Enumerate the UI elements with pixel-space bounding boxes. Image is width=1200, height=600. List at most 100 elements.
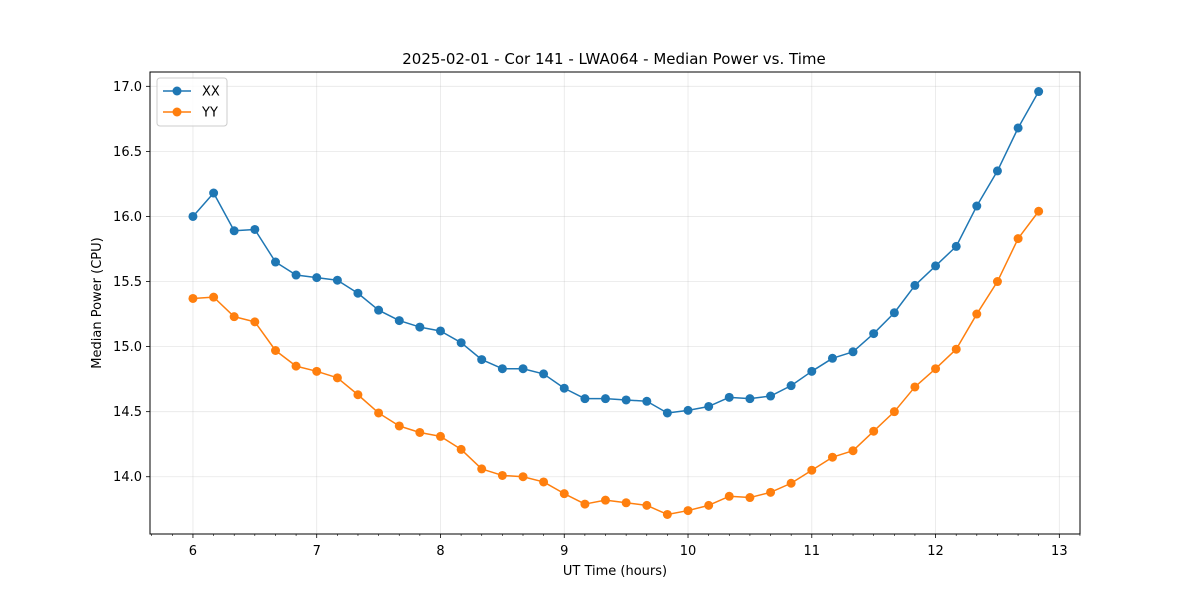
data-point-xx [786,381,796,391]
data-point-xx [992,166,1002,176]
x-tick-label: 9 [560,544,568,559]
data-point-xx [394,316,404,326]
legend-marker-yy [172,107,182,117]
x-axis-label: UT Time (hours) [563,564,667,579]
data-point-xx [312,273,322,283]
data-point-yy [745,493,755,503]
data-point-xx [518,364,528,374]
data-point-xx [250,224,260,234]
data-point-yy [209,292,219,302]
x-tick-label: 11 [804,544,821,559]
data-point-xx [766,391,776,401]
legend-label-xx: XX [202,85,220,100]
data-point-yy [518,472,528,482]
data-point-yy [910,382,920,392]
data-point-xx [271,257,280,267]
data-point-yy [766,487,776,497]
data-point-xx [951,241,961,251]
data-point-yy [435,431,445,441]
data-point-yy [188,293,198,303]
data-point-xx [910,280,920,290]
data-point-xx [353,288,363,298]
y-tick-label: 16.5 [113,145,142,160]
data-point-xx [1013,123,1023,133]
data-point-yy [559,489,569,499]
data-point-xx [539,369,549,379]
data-point-xx [931,261,941,271]
data-point-yy [456,444,466,454]
data-point-xx [724,392,734,402]
y-axis-label: Median Power (CPU) [90,237,105,368]
data-point-xx [600,394,610,404]
data-point-xx [415,322,425,332]
data-point-xx [559,383,569,393]
data-point-yy [992,277,1002,287]
data-point-xx [827,353,837,363]
data-point-xx [477,355,487,365]
data-point-xx [188,211,198,221]
y-tick-label: 15.5 [113,275,142,290]
data-point-yy [869,426,879,436]
x-tick-label: 10 [680,544,697,559]
y-tick-label: 17.0 [113,80,142,95]
data-point-yy [951,344,961,354]
data-point-yy [807,465,817,475]
data-point-yy [229,312,239,322]
grid-lines [150,72,1080,534]
data-point-xx [869,329,879,339]
data-point-yy [642,500,652,510]
data-point-xx [209,188,219,198]
data-point-xx [497,364,507,374]
y-tick-label: 15.0 [113,340,142,355]
data-point-yy [271,346,280,355]
data-point-yy [704,500,714,510]
data-point-yy [827,452,837,462]
data-point-xx [807,366,817,376]
data-point-yy [889,407,899,417]
data-point-yy [662,509,672,519]
plot-frame [149,71,1081,535]
series-layer [188,87,1044,519]
data-point-yy [374,408,384,418]
x-tick-label: 13 [1051,544,1068,559]
data-point-xx [848,347,858,357]
series-xx [188,87,1044,418]
data-point-xx [229,226,239,236]
data-point-xx [291,270,301,280]
data-point-xx [642,396,652,406]
data-point-yy [848,446,858,456]
data-point-yy [539,477,549,487]
y-tick-label: 14.5 [113,405,142,420]
data-point-xx [435,326,445,336]
chart-title: 2025-02-01 - Cor 141 - LWA064 - Median P… [402,50,826,68]
x-tick-label: 7 [313,544,321,559]
data-point-xx [1034,87,1044,97]
y-axis: 14.0 14.5 15.0 15.5 16.0 16.5 17.0 [113,80,150,485]
data-point-yy [312,366,322,376]
series-yy [188,206,1044,519]
data-point-yy [353,390,363,400]
legend-label-yy: YY [201,106,218,121]
data-point-xx [683,405,693,415]
data-point-yy [1013,234,1023,244]
y-tick-label: 14.0 [113,470,142,485]
data-point-xx [745,394,755,404]
x-axis: 6 7 8 9 10 11 12 13 [151,534,1081,559]
data-point-xx [621,395,631,405]
data-point-xx [704,401,714,411]
x-tick-label: 8 [436,544,444,559]
data-point-yy [497,470,507,480]
y-tick-label: 16.0 [113,210,142,225]
data-point-xx [972,201,982,211]
legend-marker-xx [172,86,182,96]
data-point-yy [600,495,610,505]
legend: XX YY [156,77,228,127]
data-point-yy [394,421,404,431]
data-point-yy [1034,206,1044,216]
data-point-xx [662,408,672,418]
data-point-yy [724,491,734,501]
data-point-xx [889,308,899,318]
data-point-yy [683,506,693,516]
data-point-yy [972,309,982,319]
